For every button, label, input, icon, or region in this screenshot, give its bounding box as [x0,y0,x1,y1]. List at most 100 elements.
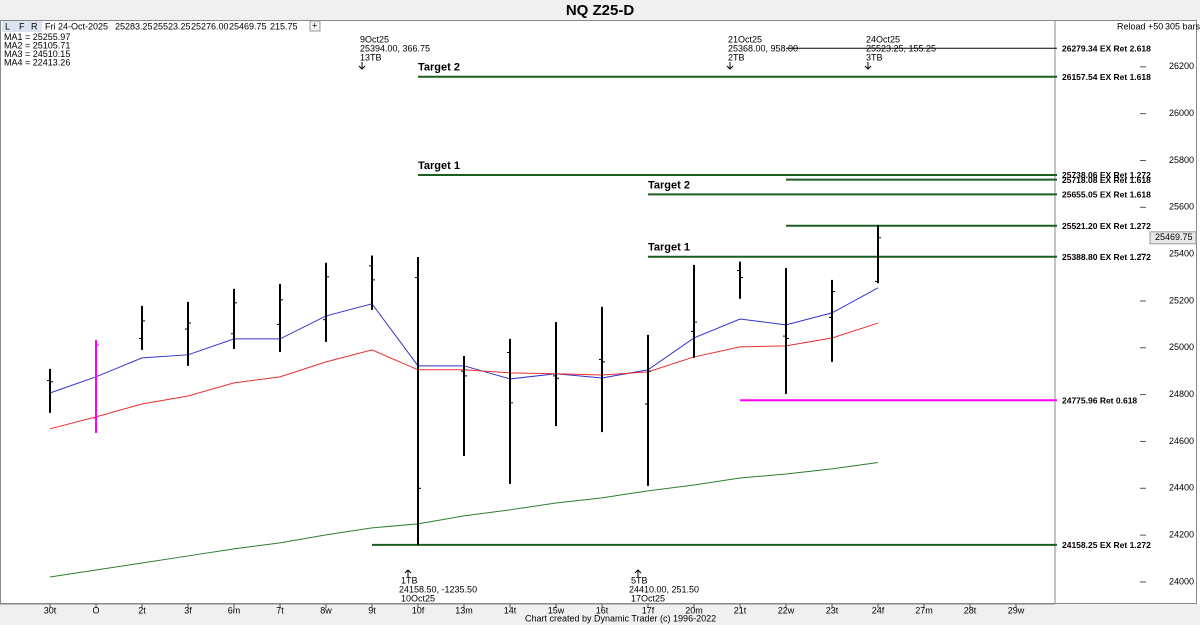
flag: R [31,21,38,31]
annotation-text: 9Oct25 [360,34,389,44]
bar-count: 305 bars [1165,21,1200,31]
chart-title: NQ Z25-D [566,2,635,19]
x-tick-label: 8w [320,605,332,615]
x-tick-label: 7t [276,605,284,615]
x-axis-bar [0,604,1200,625]
legend-value: 25255.97 [33,32,71,42]
level-label: 25738.06 EX Ret 1.272 [1062,170,1151,180]
x-tick-label: 30t [44,605,57,615]
y-tick-label: 24200 [1169,529,1194,539]
annotation-arrow [864,62,872,70]
annotation-text: 24158.50, -1235.50 [399,584,477,594]
annotation-text: 24Oct25 [866,34,900,44]
add-button-icon: + [312,20,317,30]
y-tick-label: 24400 [1169,483,1194,493]
x-tick-label: 28t [964,605,977,615]
x-tick-label: 13m [455,605,473,615]
annotation-text: 24410.00, 251.50 [629,584,699,594]
annotation-text: 25368.00, 958.00 [728,43,798,53]
x-tick-label: 23t [826,605,839,615]
legend-name: MA2 [4,41,23,51]
flag: F [19,21,25,31]
reload-offset: +50 [1148,21,1163,31]
target-label: Target 1 [648,242,690,254]
level-label: 26279.34 EX Ret 2.618 [1062,44,1151,54]
annotation-text: 5TB [631,575,648,585]
header-high: 25523.25 [153,21,191,31]
y-tick-label: 25600 [1169,202,1194,212]
annotation-arrow [726,62,734,70]
annotation-text: 17Oct25 [631,593,665,603]
level-label: 26157.54 EX Ret 1.618 [1062,72,1151,82]
target-label: Target 2 [418,62,460,74]
x-tick-label: 16t [596,605,609,615]
annotation-text: 13TB [360,52,382,62]
x-tick-label: 15w [548,605,565,615]
y-tick-label: 24800 [1169,389,1194,399]
annotation-text: 10Oct25 [401,593,435,603]
x-tick-label: 9t [368,605,376,615]
annotation-text: 21Oct25 [728,34,762,44]
annotation-text: 3TB [866,52,883,62]
x-tick-label: 10f [412,605,425,615]
ma-line [49,461,879,578]
target-label: Target 1 [418,160,460,172]
y-tick-label: 25400 [1169,249,1194,259]
level-label: 25655.05 EX Ret 1.618 [1062,190,1151,200]
x-tick-label: 22w [778,605,795,615]
legend-name: MA4 [4,58,23,68]
flag: L [5,21,10,31]
x-tick-label: 27m [915,605,933,615]
annotation-text: 25523.25, 155.25 [866,43,936,53]
y-tick-label: 24000 [1169,576,1194,586]
y-tick-label: 25200 [1169,295,1194,305]
target-label: Target 2 [648,179,690,191]
level-label: 25718.08 EX Ret 1.618 [1062,175,1151,185]
header-close: 25469.75 [229,21,267,31]
y-tick-label: 25000 [1169,342,1194,352]
plot-frame [0,20,1197,604]
annotation-arrow [404,569,412,577]
level-label: 24158.25 EX Ret 1.272 [1062,540,1151,550]
y-tick-label: 26200 [1169,61,1194,71]
annotation-arrow [634,569,642,577]
legend-name: MA3 [4,49,23,59]
y-tick-label: 26000 [1169,108,1194,118]
level-label: 25388.80 EX Ret 1.272 [1062,252,1151,262]
x-tick-label: 24f [872,605,885,615]
header-row: L F R Fri 24-Oct-2025 25283.25 25523.25 … [2,20,1200,32]
annotation-text: 1TB [401,575,418,585]
x-tick-label: 20m [685,605,703,615]
annotation-text: 25394.00, 366.75 [360,43,430,53]
header-open: 25283.25 [115,21,153,31]
legend-value: 25105.71 [33,41,71,51]
title-bar [0,0,1200,20]
x-tick-label: 29w [1008,605,1025,615]
legend-name: MA1 [4,32,23,42]
legend-entry: MA2 = 25105.71 [4,41,70,51]
annotation-arrow [358,62,366,70]
legend-value: 24510.15 [33,49,71,59]
reload-button[interactable]: Reload [1117,21,1146,31]
header-change: 215.75 [270,21,298,31]
level-label: 25521.20 EX Ret 1.272 [1062,221,1151,231]
legend-entry: MA4 = 22413.26 [4,58,70,68]
x-tick-label: O [92,605,99,615]
add-button[interactable] [309,20,321,32]
x-tick-label: 14t [504,605,517,615]
legend-value: 22413.26 [33,58,71,68]
y-tick-label: 25800 [1169,155,1194,165]
x-tick-label: 21t [734,605,747,615]
level-label: 24775.96 Ret 0.618 [1062,395,1137,405]
x-tick-label: 2t [138,605,146,615]
header-low: 25276.00 [191,21,229,31]
flag-box [2,21,42,32]
price-box [1149,231,1197,245]
price-box-label: 25469.75 [1155,232,1193,242]
legend-entry: MA1 = 25255.97 [4,32,70,42]
legend-entry: MA3 = 24510.15 [4,49,70,59]
x-tick-label: 17f [642,605,655,615]
annotation-text: 2TB [728,52,745,62]
y-tick-label: 24600 [1169,436,1194,446]
